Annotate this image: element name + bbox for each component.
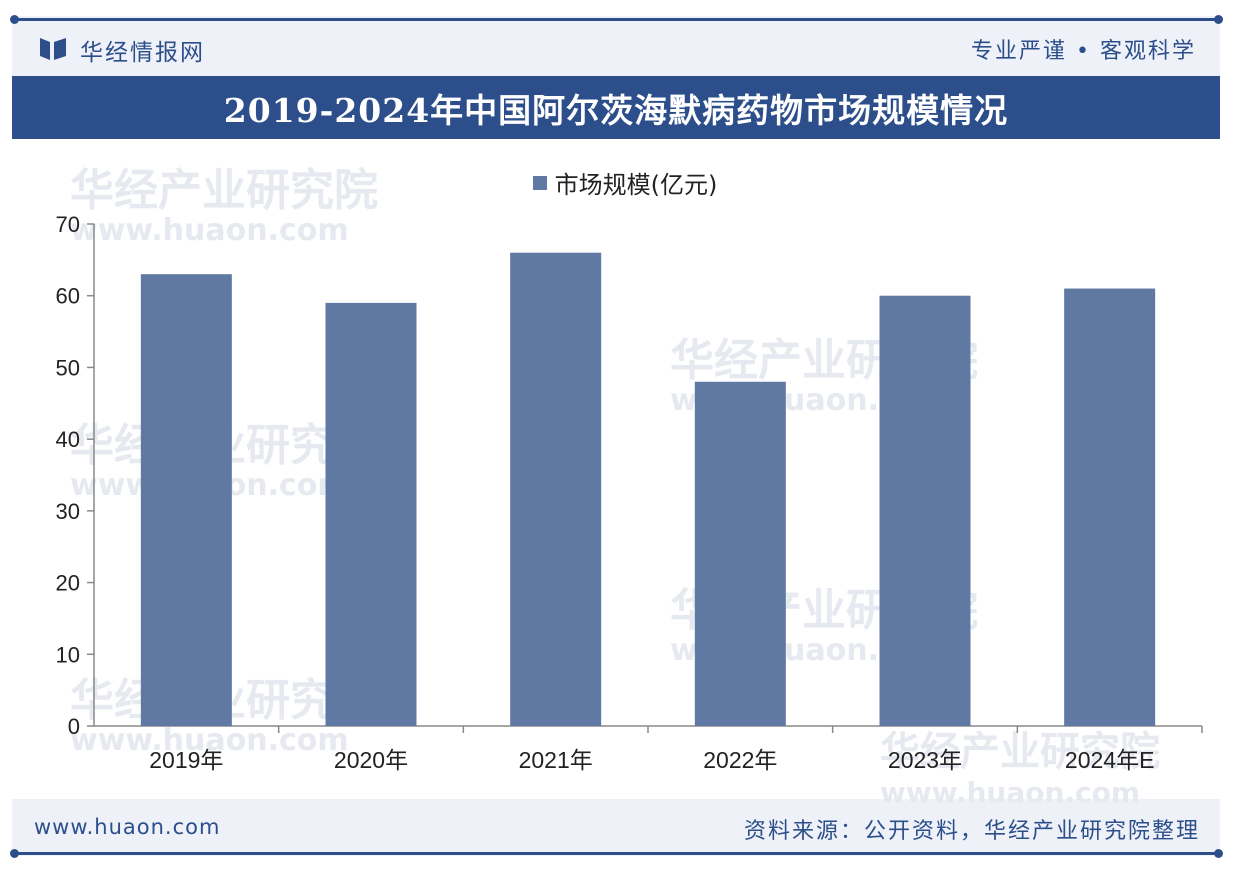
footer-website: www.huaon.com (34, 815, 221, 839)
watermark-url: www.huaon.com (70, 213, 349, 248)
bar (694, 381, 786, 726)
axis-labels: 0 10 20 30 40 50 60 70 2019年 2020年 2021年 2022年 2023年… (56, 212, 1155, 773)
bars (140, 252, 1156, 726)
watermark-url: www.huaon.com (880, 776, 1140, 809)
footer-source: 资料来源：公开资料，华经产业研究院整理 (743, 819, 1200, 844)
watermark-name: 华经产业研究院 (70, 165, 378, 216)
top-rule-dot-left (10, 15, 19, 24)
y-tick-label: 50 (56, 355, 80, 380)
legend-label: 市场规模(亿元) (554, 171, 718, 199)
bottom-rule-dot-right (1214, 849, 1223, 858)
x-tick-label: 2019年 (149, 747, 223, 773)
y-tick-label: 60 (56, 284, 80, 309)
bar (140, 274, 232, 726)
legend: 市场规模(亿元) (0, 165, 1238, 200)
watermarks: 华经产业研究院 www.huaon.com 华经产业研究院 www.huaon.… (70, 165, 1160, 809)
bar (325, 302, 417, 726)
y-tick-label: 40 (56, 427, 80, 452)
y-tick-label: 30 (56, 499, 80, 524)
bottom-rule-dot-left (10, 849, 19, 858)
x-tick-label: 2022年 (703, 747, 777, 773)
x-tick-label: 2023年 (888, 747, 962, 773)
title-band: 2019-2024年中国阿尔茨海默病药物市场规模情况 (12, 76, 1220, 139)
bottom-rule (14, 852, 1218, 855)
y-tick-label: 0 (68, 714, 80, 739)
y-tick-label: 10 (56, 642, 80, 667)
x-tick-label: 2024年E (1065, 747, 1155, 773)
bar (510, 252, 602, 726)
top-rule-dot-right (1214, 15, 1223, 24)
slogan: 专业严谨 • 客观科学 (971, 39, 1196, 64)
axes (87, 223, 1203, 733)
chart-title: 2019-2024年中国阿尔茨海默病药物市场规模情况 (223, 90, 1009, 130)
y-tick-label: 20 (56, 571, 80, 596)
bar (1064, 288, 1156, 726)
watermark-url: www.huaon.com (70, 723, 349, 758)
brand-name: 华经情报网 (80, 40, 205, 66)
x-tick-label: 2021年 (519, 747, 593, 773)
top-rule (14, 18, 1218, 21)
watermark-name: 华经产业研究院 (880, 729, 1160, 775)
brand-logo-icon (40, 38, 66, 60)
bar (879, 295, 971, 726)
x-tick-label: 2020年 (334, 747, 408, 773)
y-tick-label: 70 (56, 212, 80, 237)
legend-swatch (532, 175, 547, 190)
